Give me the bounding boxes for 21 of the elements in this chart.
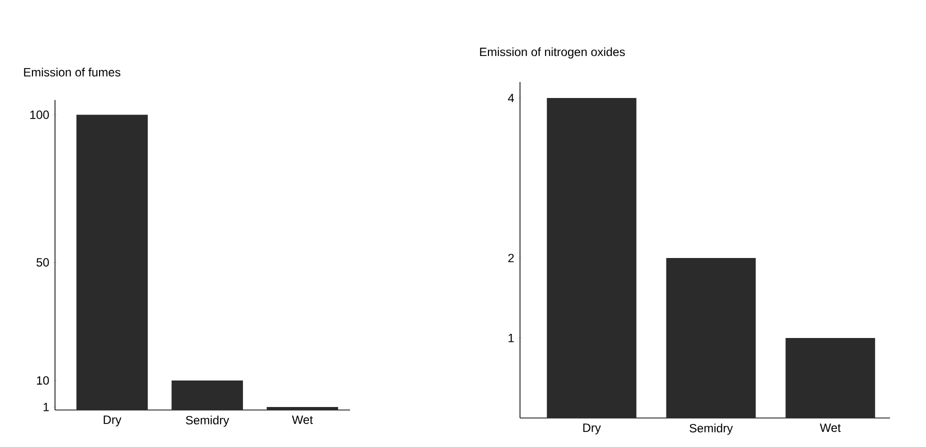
bar [266, 407, 338, 410]
x-tick-label: Wet [292, 416, 313, 424]
x-tick-label: Wet [820, 424, 841, 432]
y-tick-label: 1 [44, 402, 49, 412]
x-tick-label: Semidry [690, 424, 733, 435]
x-tick-label: Dry [583, 424, 601, 434]
bar [546, 98, 636, 418]
y-tick-label: 4 [508, 94, 514, 102]
bar [786, 338, 876, 418]
y-tick-label: 1 [508, 334, 514, 342]
bar [172, 380, 243, 410]
y-tick-label: 10 [36, 376, 49, 385]
bar [76, 114, 148, 410]
y-tick-label: 50 [36, 258, 49, 267]
y-tick-label: 100 [30, 110, 49, 119]
bar [666, 258, 756, 418]
x-tick-label: Semidry [186, 416, 230, 427]
x-tick-label: Dry [104, 416, 122, 426]
chart-title: Emission of fumes [24, 68, 120, 76]
y-tick-label: 2 [508, 254, 514, 262]
chart-title: Emission of nitrogen oxides [480, 47, 625, 58]
